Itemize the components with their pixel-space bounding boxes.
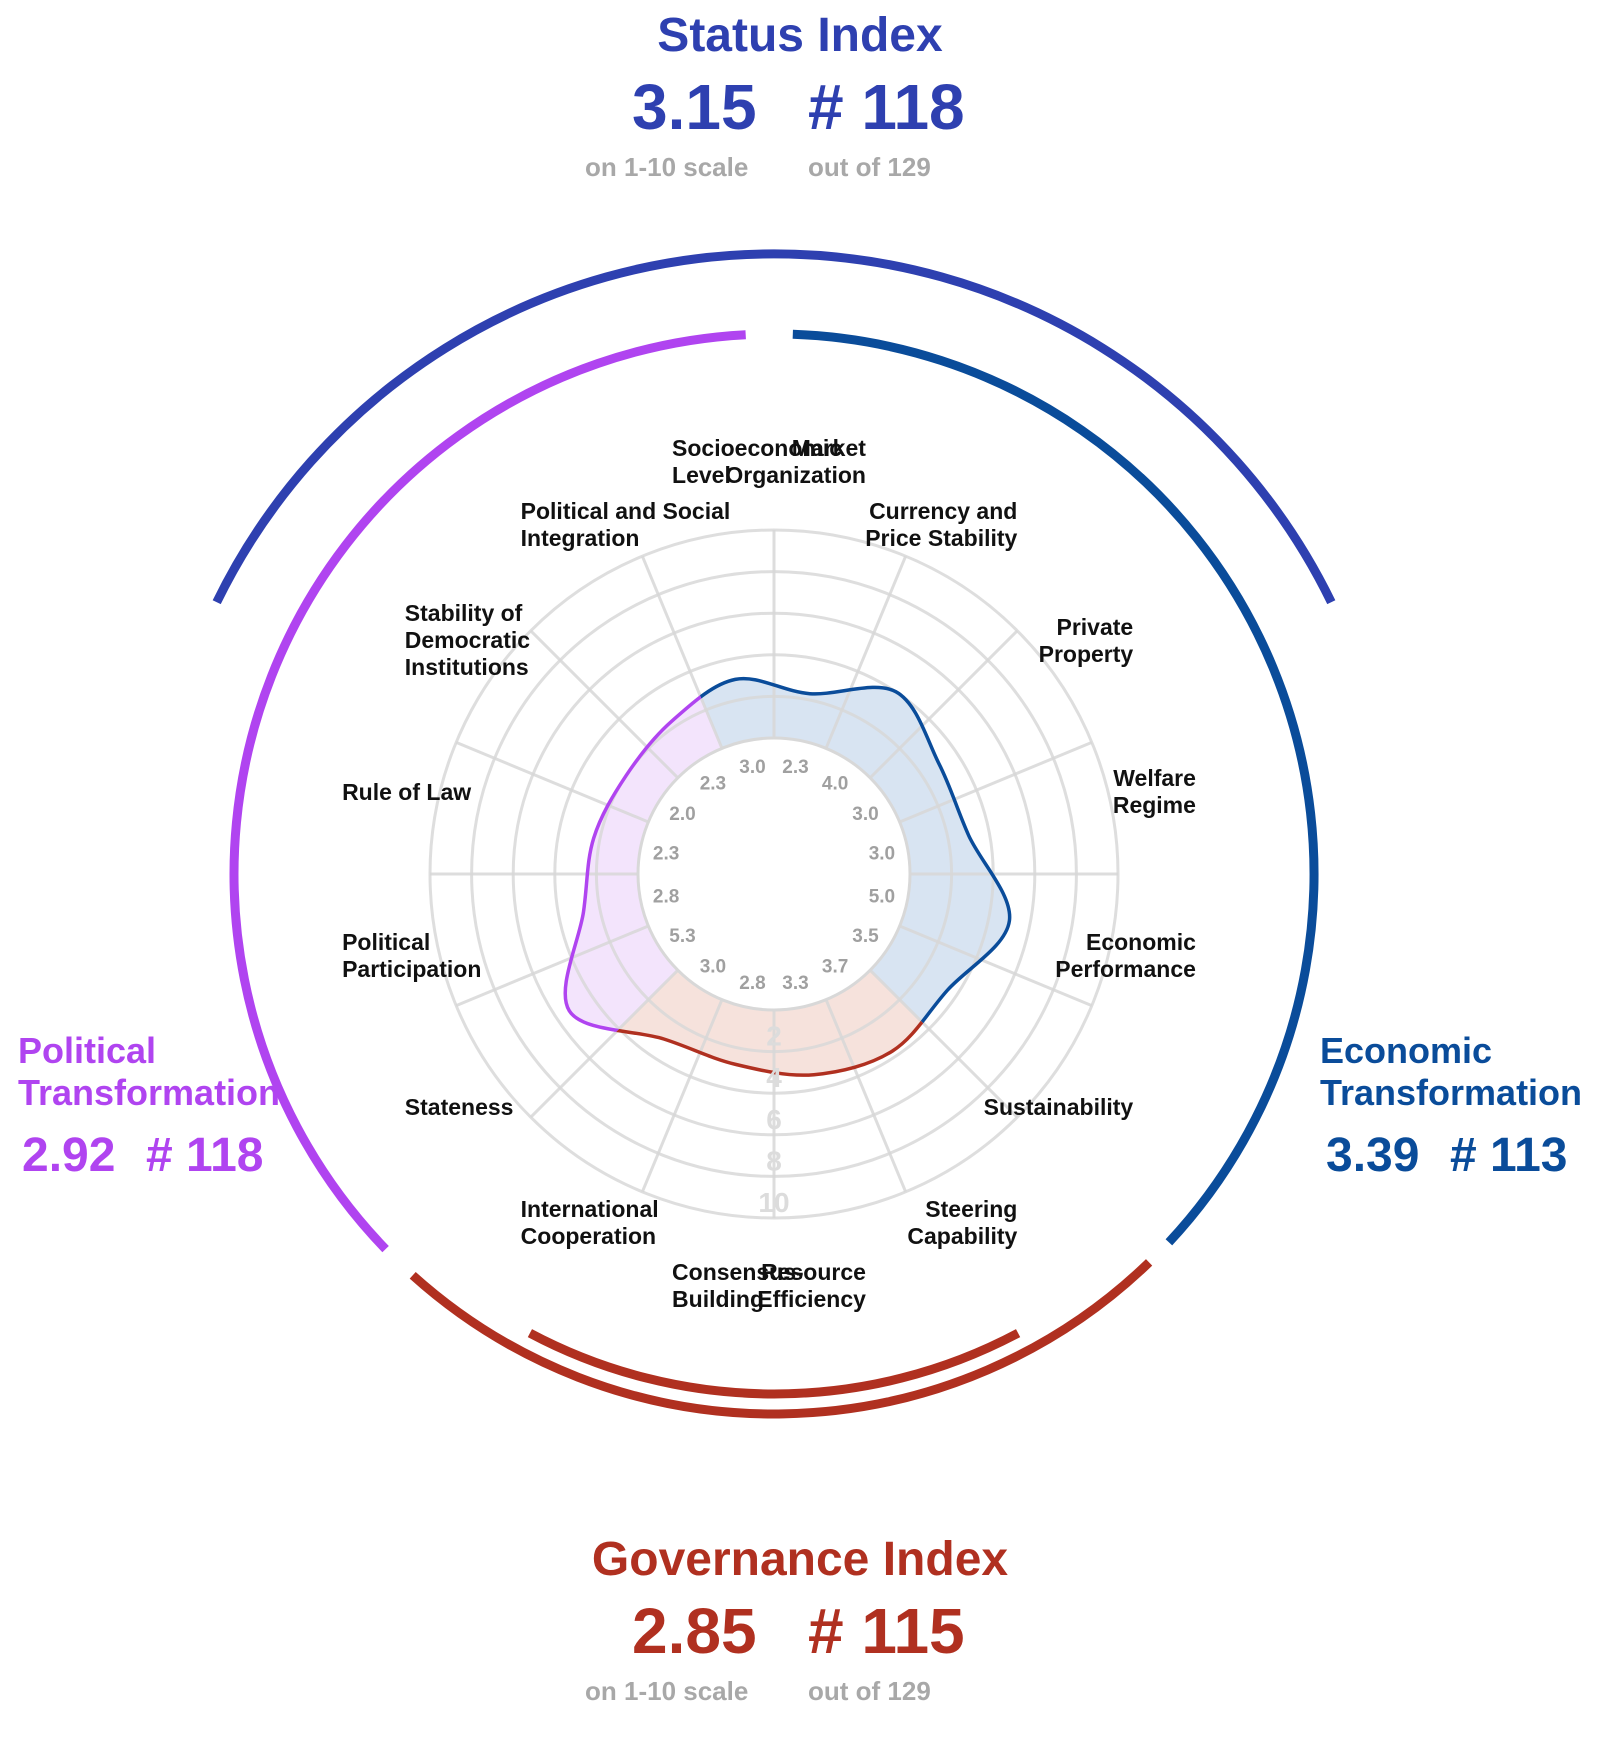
governance-index-score-note: on 1-10 scale	[585, 1676, 749, 1706]
category-label: Political and Social Integration	[520, 497, 731, 551]
radar-grid	[428, 528, 1120, 1220]
value-label: 5.3	[669, 926, 695, 947]
status-index-score: 3.15	[632, 71, 757, 143]
value-label: 3.3	[782, 973, 808, 994]
value-label: 2.3	[700, 774, 726, 795]
value-label: 3.7	[822, 957, 848, 978]
radar-value-labels: 2.34.03.03.05.03.53.73.32.83.05.32.82.32…	[653, 757, 895, 994]
grid-spoke	[869, 629, 1019, 779]
value-label: 3.5	[852, 926, 879, 947]
economic-transformation-arc	[792, 329, 1319, 1246]
category-label: Sustainability	[983, 1093, 1134, 1120]
political-transformation-title-line2: Transformation	[18, 1072, 281, 1113]
radar-fill-political	[565, 679, 774, 1039]
grid-spoke	[529, 629, 679, 779]
category-label: Rule of Law	[342, 778, 472, 805]
status-index-score-note: on 1-10 scale	[585, 152, 749, 182]
grid-spoke	[529, 969, 679, 1119]
political-transformation-rank: # 118	[146, 1129, 264, 1182]
category-label: Welfare Regime	[1112, 765, 1196, 819]
category-label: Stability of Democratic Institutions	[404, 600, 531, 681]
value-label: 2.8	[653, 887, 679, 908]
value-label: 3.0	[739, 757, 765, 778]
category-label: Socioeconomic Level	[672, 435, 843, 489]
radial-tick-label: 10	[758, 1187, 789, 1218]
category-label: Resource Efficiency	[757, 1258, 866, 1312]
radial-tick-label: 6	[766, 1104, 782, 1135]
governance-transformation-arc	[409, 1259, 1153, 1419]
economic-transformation-title-line2: Transformation	[1320, 1072, 1583, 1113]
radial-tick-label: 2	[766, 1021, 782, 1052]
grid-spoke	[640, 999, 724, 1193]
value-label: 5.0	[869, 887, 895, 908]
grid-spoke	[899, 740, 1093, 824]
category-label: Stateness	[404, 1093, 514, 1120]
grid-spoke	[899, 924, 1093, 1008]
governance-index-rank-note: out of 129	[808, 1676, 931, 1706]
radial-tick-label: 8	[766, 1145, 782, 1176]
value-label: 3.0	[700, 957, 726, 978]
category-label: Steering Capability	[907, 1196, 1018, 1250]
category-label: Political Participation	[342, 928, 482, 982]
grid-spoke	[455, 924, 649, 1008]
political-transformation-title-line1: Political	[18, 1030, 157, 1071]
value-label: 2.0	[669, 804, 695, 825]
grid-spoke	[455, 740, 649, 824]
category-label: Currency and Price Stability	[865, 497, 1018, 551]
grid-spoke	[869, 969, 1019, 1119]
status-index-title: Status Index	[657, 9, 943, 62]
governance-index-arc	[527, 1329, 1021, 1399]
inner-hole	[636, 736, 912, 1012]
economic-transformation-title-line1: Economic	[1320, 1030, 1493, 1071]
radar-outline-economic	[670, 676, 1012, 1053]
group-arcs	[212, 249, 1336, 1419]
political-transformation-arc	[229, 330, 746, 1253]
political-transformation-title: Political Transformation	[18, 1030, 280, 1114]
radar-outlines	[563, 676, 1012, 1077]
category-label: Consensus- Building	[672, 1258, 804, 1312]
radial-tick-label: 4	[766, 1062, 782, 1093]
category-label: Economic Performance	[1055, 928, 1196, 982]
value-label: 4.0	[822, 774, 848, 795]
category-label: Market Organization	[725, 435, 866, 489]
value-label: 2.3	[653, 844, 679, 865]
value-label: 2.3	[782, 757, 808, 778]
governance-index-rank: # 115	[808, 1595, 965, 1667]
radar-fill-governance	[569, 874, 948, 1076]
governance-index-score: 2.85	[632, 1595, 757, 1667]
political-transformation-score: 2.92	[22, 1129, 116, 1182]
category-label: International Cooperation	[520, 1196, 659, 1250]
value-label: 3.0	[852, 804, 878, 825]
status-index-rank-note: out of 129	[808, 152, 931, 182]
governance-index-title: Governance Index	[591, 1533, 1009, 1586]
economic-transformation-score: 3.39	[1326, 1129, 1420, 1182]
grid-spoke	[824, 999, 908, 1193]
status-index-arc	[212, 249, 1336, 605]
grid-spoke	[824, 555, 908, 749]
economic-transformation-title: Economic Transformation	[1320, 1030, 1582, 1114]
value-label: 2.8	[739, 973, 765, 994]
value-label: 3.0	[869, 844, 895, 865]
radar-outline-political	[563, 677, 736, 1041]
radar-tick-labels: 2 4 6 8 10	[758, 1021, 789, 1218]
radar-outline-governance	[567, 988, 949, 1077]
status-index-rank: # 118	[808, 71, 965, 143]
grid-spoke	[640, 555, 724, 749]
category-label: Private Property	[1038, 613, 1134, 667]
economic-transformation-rank: # 113	[1450, 1129, 1568, 1182]
